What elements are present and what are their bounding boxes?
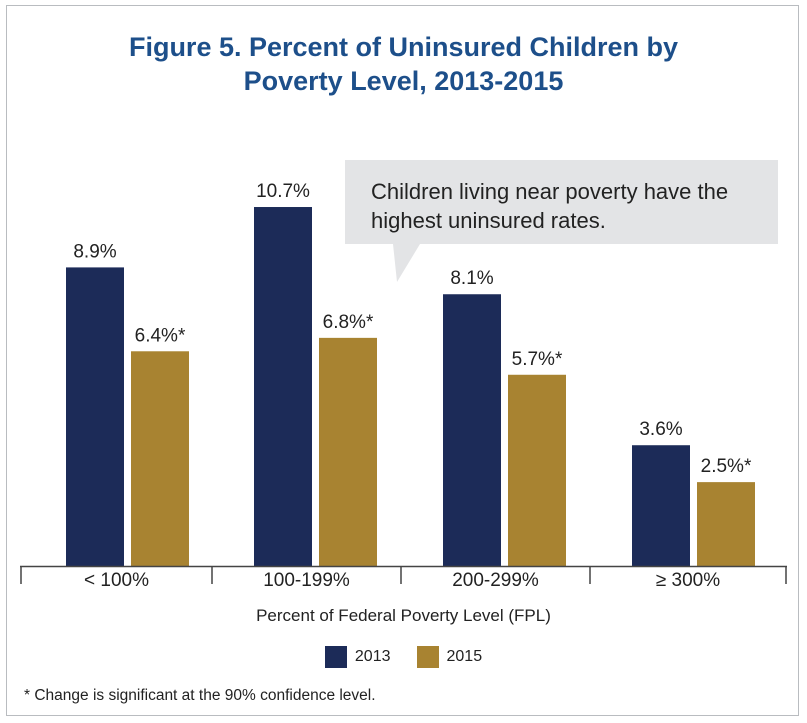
bar-2013-0 — [66, 267, 124, 566]
x-tick-label-1: 100-199% — [263, 570, 350, 591]
bar-label-2013-0: 8.9% — [73, 241, 116, 262]
legend-label-2013: 2013 — [355, 648, 391, 666]
bar-label-2015-0: 6.4%* — [135, 325, 186, 346]
x-axis: < 100% 100-199% 200-299% ≥ 300% — [20, 566, 787, 591]
legend-item-2015: 2015 — [417, 646, 483, 668]
callout-text-line-1: Children living near poverty have the — [371, 179, 728, 204]
bar-2015-2 — [508, 375, 566, 566]
footnote: * Change is significant at the 90% confi… — [24, 687, 376, 705]
legend-item-2013: 2013 — [325, 646, 391, 668]
bar-2013-1 — [254, 207, 312, 566]
legend: 2013 2015 — [0, 646, 807, 668]
bar-2015-1 — [319, 338, 377, 566]
bar-2013-3 — [632, 445, 690, 566]
x-tick-label-3: ≥ 300% — [656, 570, 720, 591]
annotation-callout: Children living near poverty have the hi… — [345, 160, 778, 282]
bar-label-2015-1: 6.8%* — [323, 312, 374, 333]
legend-swatch-2015 — [417, 646, 439, 668]
bar-2015-3 — [697, 482, 755, 566]
callout-text-line-2: highest uninsured rates. — [371, 208, 606, 233]
x-tick-label-0: < 100% — [84, 570, 149, 591]
bar-2015-0 — [131, 351, 189, 566]
bar-label-2013-3: 3.6% — [639, 419, 682, 440]
bar-2013-2 — [443, 294, 501, 566]
bar-label-2015-3: 2.5%* — [701, 456, 752, 477]
x-tick-label-2: 200-299% — [452, 570, 539, 591]
bar-label-2013-1: 10.7% — [256, 181, 310, 202]
legend-swatch-2013 — [325, 646, 347, 668]
bar-label-2015-2: 5.7%* — [512, 349, 563, 370]
bar-label-2013-2: 8.1% — [450, 268, 493, 289]
bars-group — [66, 207, 755, 566]
x-axis-title: Percent of Federal Poverty Level (FPL) — [0, 606, 807, 626]
legend-label-2015: 2015 — [447, 648, 483, 666]
